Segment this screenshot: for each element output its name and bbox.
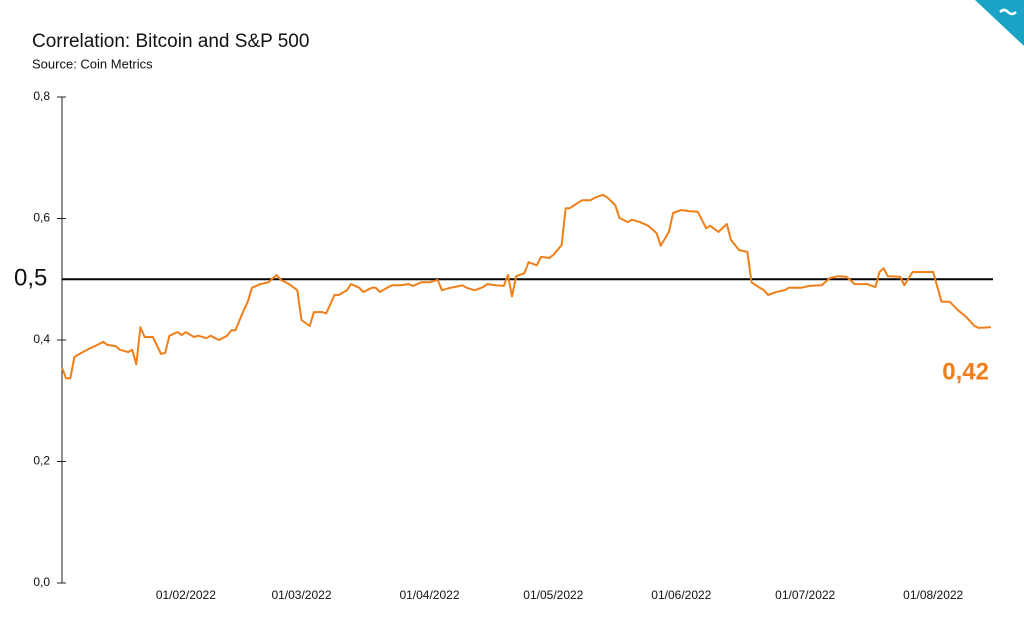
y-tick-label: 0,2 [33,454,50,468]
chart-subtitle: Source: Coin Metrics [32,56,153,71]
y-tick-label: 0,6 [33,211,50,225]
logo [975,0,1024,46]
x-tick-label: 01/06/2022 [651,588,711,602]
y-tick-label: 0,8 [33,89,50,103]
series-line [61,193,992,380]
y-tick-label: 0,4 [33,332,50,346]
annotation: 0,42 [942,358,989,385]
y-tick-label: 0,0 [33,575,50,589]
x-tick-label: 01/05/2022 [523,588,583,602]
x-tick-label: 01/03/2022 [271,588,331,602]
x-tick-label: 01/07/2022 [775,588,835,602]
x-tick-label: 01/02/2022 [156,588,216,602]
x-tick-label: 01/08/2022 [903,588,963,602]
logo-mark [999,8,1017,16]
reference-label: 0,5 [14,265,47,292]
chart-title: Correlation: Bitcoin and S&P 500 [32,31,309,52]
x-tick-label: 01/04/2022 [399,588,459,602]
